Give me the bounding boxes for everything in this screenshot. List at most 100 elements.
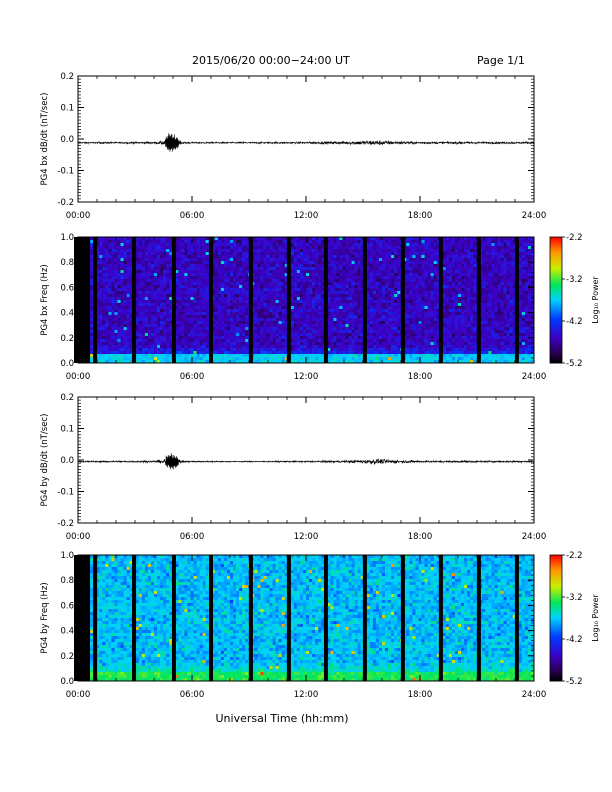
y-tick-label: 0.8 <box>60 576 74 586</box>
data-gap-bar <box>93 555 98 681</box>
colorbar-swatch <box>550 329 562 332</box>
colorbar-swatch <box>550 676 562 680</box>
spectrogram-cells <box>78 237 535 364</box>
colorbar-label: Log₁₀ Power <box>591 276 600 324</box>
colorbar-swatch <box>550 576 562 579</box>
plot-frame <box>77 396 535 524</box>
colorbar-swatch <box>550 636 562 640</box>
colorbar-swatch <box>550 660 562 663</box>
colorbar-swatch <box>550 264 562 267</box>
colorbar-swatch <box>550 318 562 322</box>
colorbar-swatch <box>550 603 562 606</box>
colorbar-swatch <box>550 582 562 585</box>
colorbar-swatch <box>550 346 562 349</box>
colorbar-swatch <box>550 348 562 351</box>
data-gap-bar <box>286 237 291 363</box>
data-gap-bar <box>438 237 443 363</box>
x-axis-label: Universal Time (hh:mm) <box>216 712 349 725</box>
colorbar-swatch <box>550 555 562 558</box>
colorbar-swatch <box>550 622 562 625</box>
x-tick-label: 00:00 <box>66 211 91 221</box>
data-gap-bar <box>248 237 253 363</box>
data-gap-bar <box>362 555 367 681</box>
y-axis-label: PG4 bx Freq (Hz) <box>40 264 50 335</box>
colorbar-swatch <box>550 664 562 667</box>
colorbar-swatch <box>550 300 562 303</box>
colorbar-swatch <box>550 668 562 671</box>
colorbar-swatch <box>550 626 562 629</box>
colorbar-swatch <box>550 312 562 316</box>
colorbar-tick-label: -5.2 <box>566 677 583 687</box>
colorbar-swatch <box>550 321 562 324</box>
colorbar-swatch <box>550 276 562 280</box>
colorbar-swatch <box>550 641 562 644</box>
colorbar-swatch <box>550 632 562 636</box>
colorbar-swatch <box>550 293 562 297</box>
colorbar-swatch <box>550 607 562 610</box>
colorbar-swatch <box>550 597 562 600</box>
x-tick-label: 24:00 <box>522 211 547 221</box>
x-tick-label: 06:00 <box>180 690 205 700</box>
colorbar-swatch <box>550 339 562 343</box>
x-tick-label: 12:00 <box>294 211 319 221</box>
colorbar-tick-label: -4.2 <box>566 317 583 327</box>
colorbar-label: Log₁₀ Power <box>591 594 600 642</box>
colorbar-swatch <box>550 283 562 286</box>
x-tick-label: 06:00 <box>180 372 205 382</box>
data-gap-bar <box>209 237 213 363</box>
colorbar-swatch <box>550 302 562 305</box>
colorbar-swatch <box>550 304 562 307</box>
colorbar-swatch <box>550 323 562 326</box>
y-tick-label: 0.4 <box>60 309 74 319</box>
y-tick-label: 0.0 <box>60 135 74 145</box>
x-tick-label: 18:00 <box>408 532 433 542</box>
colorbar-swatch <box>550 350 562 353</box>
y-tick-label: 1.0 <box>60 551 74 561</box>
colorbar-swatch <box>550 578 562 581</box>
y-axis-label: PG4 by dB/dt (nT/sec) <box>40 414 50 507</box>
data-gap-bar <box>248 555 253 681</box>
data-gap-bar <box>209 555 213 681</box>
colorbar-swatch <box>550 260 562 263</box>
colorbar-swatch <box>550 314 562 318</box>
colorbar-swatch <box>550 649 562 652</box>
data-gap-bar <box>132 237 137 363</box>
colorbar-swatch <box>550 647 562 650</box>
colorbar-swatch <box>550 670 562 673</box>
data-gap-bar <box>476 237 481 363</box>
x-tick-label: 18:00 <box>408 211 433 221</box>
x-tick-label: 12:00 <box>294 372 319 382</box>
y-tick-label: -0.1 <box>57 488 74 498</box>
colorbar-swatch <box>550 571 562 575</box>
colorbar-swatch <box>550 678 562 682</box>
colorbar-swatch <box>550 281 562 284</box>
colorbar-swatch <box>550 567 562 571</box>
colorbar-swatch <box>550 643 562 646</box>
colorbar-swatch <box>550 639 562 642</box>
colorbar-swatch <box>550 325 562 328</box>
colorbar-swatch <box>550 563 562 566</box>
y-tick-label: -0.2 <box>57 519 74 529</box>
data-gap-bar <box>514 555 519 681</box>
colorbar-swatch <box>550 344 562 347</box>
colorbar-swatch <box>550 308 562 311</box>
colorbar-swatch <box>550 573 562 577</box>
y-tick-label: 0.2 <box>60 652 74 662</box>
colorbar-swatch <box>550 630 562 634</box>
colorbar-swatch <box>550 337 562 341</box>
colorbar-swatch <box>550 352 562 355</box>
series-line <box>77 453 535 470</box>
y-tick-label: -0.2 <box>57 198 74 208</box>
y-tick-label: 0.0 <box>60 456 74 466</box>
colorbar-swatch <box>550 289 562 292</box>
colorbar-swatch <box>550 266 562 269</box>
data-gap-bar <box>400 555 405 681</box>
y-axis-label: PG4 bx dB/dt (nT/sec) <box>40 93 50 186</box>
x-tick-label: 00:00 <box>66 532 91 542</box>
colorbar-swatch <box>550 291 562 295</box>
page-number: Page 1/1 <box>477 54 525 67</box>
colorbar-swatch <box>550 611 562 615</box>
series-line <box>77 133 535 152</box>
colorbar-swatch <box>550 245 562 248</box>
colorbar-swatch <box>550 243 562 246</box>
